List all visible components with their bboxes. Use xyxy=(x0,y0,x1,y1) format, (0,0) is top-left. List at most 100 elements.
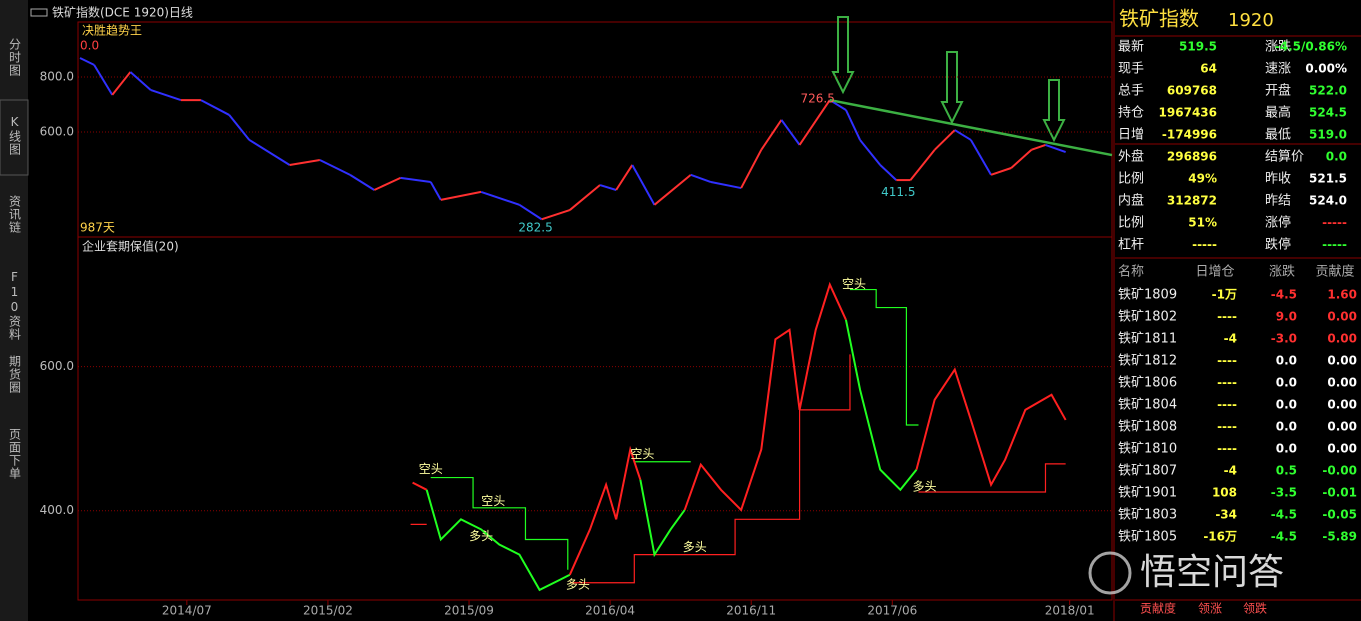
price-segment xyxy=(631,164,656,206)
quote-label: 比例 xyxy=(1118,216,1144,231)
corner-bottom: 987天 xyxy=(80,221,115,235)
quote-value: 519.0 xyxy=(1309,128,1347,142)
table-cell: 0.5 xyxy=(1276,464,1297,478)
price-segment xyxy=(780,119,801,146)
quote-value: 521.5 xyxy=(1309,172,1347,186)
price-segment xyxy=(79,57,95,66)
quote-value: 522.0 xyxy=(1309,84,1347,98)
quote-value: 524.0 xyxy=(1309,194,1347,208)
table-cell: -1万 xyxy=(1212,288,1237,302)
annotation: 282.5 xyxy=(518,221,552,235)
sidebar-tab[interactable]: F10资料 xyxy=(8,270,22,341)
x-tick-label: 2018/01 xyxy=(1045,604,1095,618)
table-cell: -3.0 xyxy=(1271,332,1297,346)
price-segment xyxy=(480,190,520,206)
price-segment xyxy=(710,181,742,190)
quote-label: 涨跌 xyxy=(1265,39,1291,55)
table-header: 涨跌 xyxy=(1269,264,1295,280)
contract-name[interactable]: 铁矿1811 xyxy=(1118,332,1177,347)
price-segment xyxy=(429,181,442,201)
quote-label: 外盘 xyxy=(1118,149,1144,165)
corner-top: 0.0 xyxy=(80,39,99,53)
table-cell: -0.01 xyxy=(1322,486,1357,500)
quote-value: 1967436 xyxy=(1159,106,1217,120)
table-cell: 0.0 xyxy=(1276,354,1297,368)
quote-label: 昨收 xyxy=(1265,172,1291,187)
contract-name[interactable]: 铁矿1810 xyxy=(1118,442,1177,457)
hedge-price xyxy=(915,367,1067,488)
quote-value: 609768 xyxy=(1167,84,1217,98)
quote-value: 51% xyxy=(1188,216,1217,230)
price-segment xyxy=(93,64,114,96)
contract-name[interactable]: 铁矿1805 xyxy=(1118,530,1177,545)
menu-icon[interactable] xyxy=(30,8,48,17)
sidebar-tab[interactable]: 期货圈 xyxy=(8,355,22,394)
x-tick-label: 2017/06 xyxy=(867,604,917,618)
table-header: 日增仓 xyxy=(1195,265,1234,280)
price-segment xyxy=(129,71,152,91)
trend-line xyxy=(829,98,1113,157)
bottom-tab[interactable]: 领涨 xyxy=(1198,601,1222,616)
price-segment xyxy=(798,99,831,146)
contract-name[interactable]: 铁矿1803 xyxy=(1118,508,1177,523)
contract-name[interactable]: 铁矿1812 xyxy=(1118,354,1177,369)
arrow xyxy=(940,51,964,125)
table-cell: -4 xyxy=(1224,332,1237,346)
sidebar-tab[interactable]: K线图 xyxy=(8,115,22,156)
contract-name[interactable]: 铁矿1901 xyxy=(1118,486,1177,501)
bottom-tab[interactable]: 贡献度 xyxy=(1140,601,1176,616)
table-cell: 1.60 xyxy=(1327,288,1357,302)
x-tick-label: 2015/02 xyxy=(303,604,353,618)
sidebar-tab[interactable]: 页面下单 xyxy=(8,428,22,480)
hedge-price xyxy=(425,489,571,592)
price-segment xyxy=(440,190,482,201)
x-tick-label: 2016/04 xyxy=(585,604,635,618)
price-segment xyxy=(970,139,992,176)
contract-name[interactable]: 铁矿1804 xyxy=(1118,398,1177,413)
contract-name[interactable]: 铁矿1806 xyxy=(1118,376,1177,391)
hedge-price xyxy=(568,445,642,576)
price-segment xyxy=(541,209,571,221)
signal-label: 空头 xyxy=(842,277,866,291)
contract-name[interactable]: 铁矿1808 xyxy=(1118,420,1177,435)
y-tick-label: 600.0 xyxy=(40,359,74,373)
price-segment xyxy=(879,164,898,181)
price-segment xyxy=(569,184,601,211)
signal-label: 多头 xyxy=(683,540,707,554)
contract-name[interactable]: 铁矿1807 xyxy=(1118,464,1177,479)
quote-value: 0.00% xyxy=(1305,62,1347,76)
quote-label: 内盘 xyxy=(1118,193,1144,209)
quote-value: ----- xyxy=(1322,216,1347,230)
table-cell: 9.0 xyxy=(1276,310,1297,324)
table-cell: ---- xyxy=(1217,442,1237,456)
table-cell: -4 xyxy=(1224,464,1237,478)
sidebar-tab[interactable]: 资讯链 xyxy=(8,195,22,234)
price-segment xyxy=(373,176,401,191)
contract-name[interactable]: 铁矿1809 xyxy=(1118,288,1177,303)
signal-step xyxy=(849,288,919,426)
table-cell: 0.0 xyxy=(1276,442,1297,456)
table-header: 贡献度 xyxy=(1315,264,1354,280)
table-cell: ---- xyxy=(1217,310,1237,324)
price-segment xyxy=(740,149,763,189)
table-header: 名称 xyxy=(1118,264,1144,280)
table-cell: -5.89 xyxy=(1322,530,1357,544)
hedge-price xyxy=(412,481,428,491)
bottom-tab[interactable]: 领跌 xyxy=(1243,601,1267,616)
quote-label: 比例 xyxy=(1118,172,1144,187)
sidebar-tab[interactable]: 分时图 xyxy=(8,38,22,77)
quote-value: 296896 xyxy=(1167,150,1217,164)
price-segment xyxy=(200,99,230,116)
contract-name[interactable]: 铁矿1802 xyxy=(1118,310,1177,325)
signal-label: 空头 xyxy=(481,494,505,508)
signal-label: 空头 xyxy=(630,447,654,461)
chart-frame xyxy=(77,21,1113,601)
x-tick-label: 2014/07 xyxy=(162,604,212,618)
quote-label: 总手 xyxy=(1118,84,1144,99)
price-segment xyxy=(760,119,783,151)
table-cell: ---- xyxy=(1217,398,1237,412)
table-cell: ---- xyxy=(1217,420,1237,434)
price-segment xyxy=(518,203,543,221)
price-segment xyxy=(690,173,712,183)
